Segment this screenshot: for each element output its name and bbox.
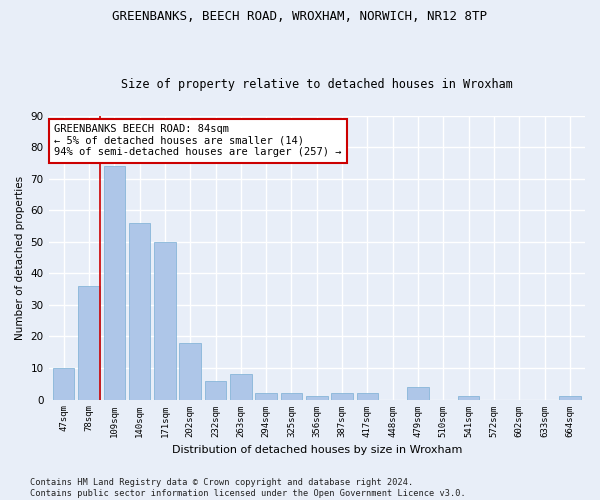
Bar bbox=[559, 396, 581, 400]
Bar bbox=[356, 393, 378, 400]
Bar bbox=[306, 396, 328, 400]
Bar bbox=[331, 393, 353, 400]
Text: Contains HM Land Registry data © Crown copyright and database right 2024.
Contai: Contains HM Land Registry data © Crown c… bbox=[30, 478, 466, 498]
Bar bbox=[230, 374, 251, 400]
Bar bbox=[281, 393, 302, 400]
Bar bbox=[104, 166, 125, 400]
Bar bbox=[53, 368, 74, 400]
Title: Size of property relative to detached houses in Wroxham: Size of property relative to detached ho… bbox=[121, 78, 513, 91]
Bar bbox=[179, 343, 201, 400]
Bar bbox=[78, 286, 100, 400]
Bar bbox=[407, 387, 429, 400]
Bar bbox=[205, 380, 226, 400]
Bar bbox=[458, 396, 479, 400]
Bar bbox=[154, 242, 176, 400]
Y-axis label: Number of detached properties: Number of detached properties bbox=[15, 176, 25, 340]
Bar bbox=[256, 393, 277, 400]
X-axis label: Distribution of detached houses by size in Wroxham: Distribution of detached houses by size … bbox=[172, 445, 462, 455]
Bar bbox=[129, 223, 151, 400]
Text: GREENBANKS, BEECH ROAD, WROXHAM, NORWICH, NR12 8TP: GREENBANKS, BEECH ROAD, WROXHAM, NORWICH… bbox=[113, 10, 487, 23]
Text: GREENBANKS BEECH ROAD: 84sqm
← 5% of detached houses are smaller (14)
94% of sem: GREENBANKS BEECH ROAD: 84sqm ← 5% of det… bbox=[54, 124, 341, 158]
